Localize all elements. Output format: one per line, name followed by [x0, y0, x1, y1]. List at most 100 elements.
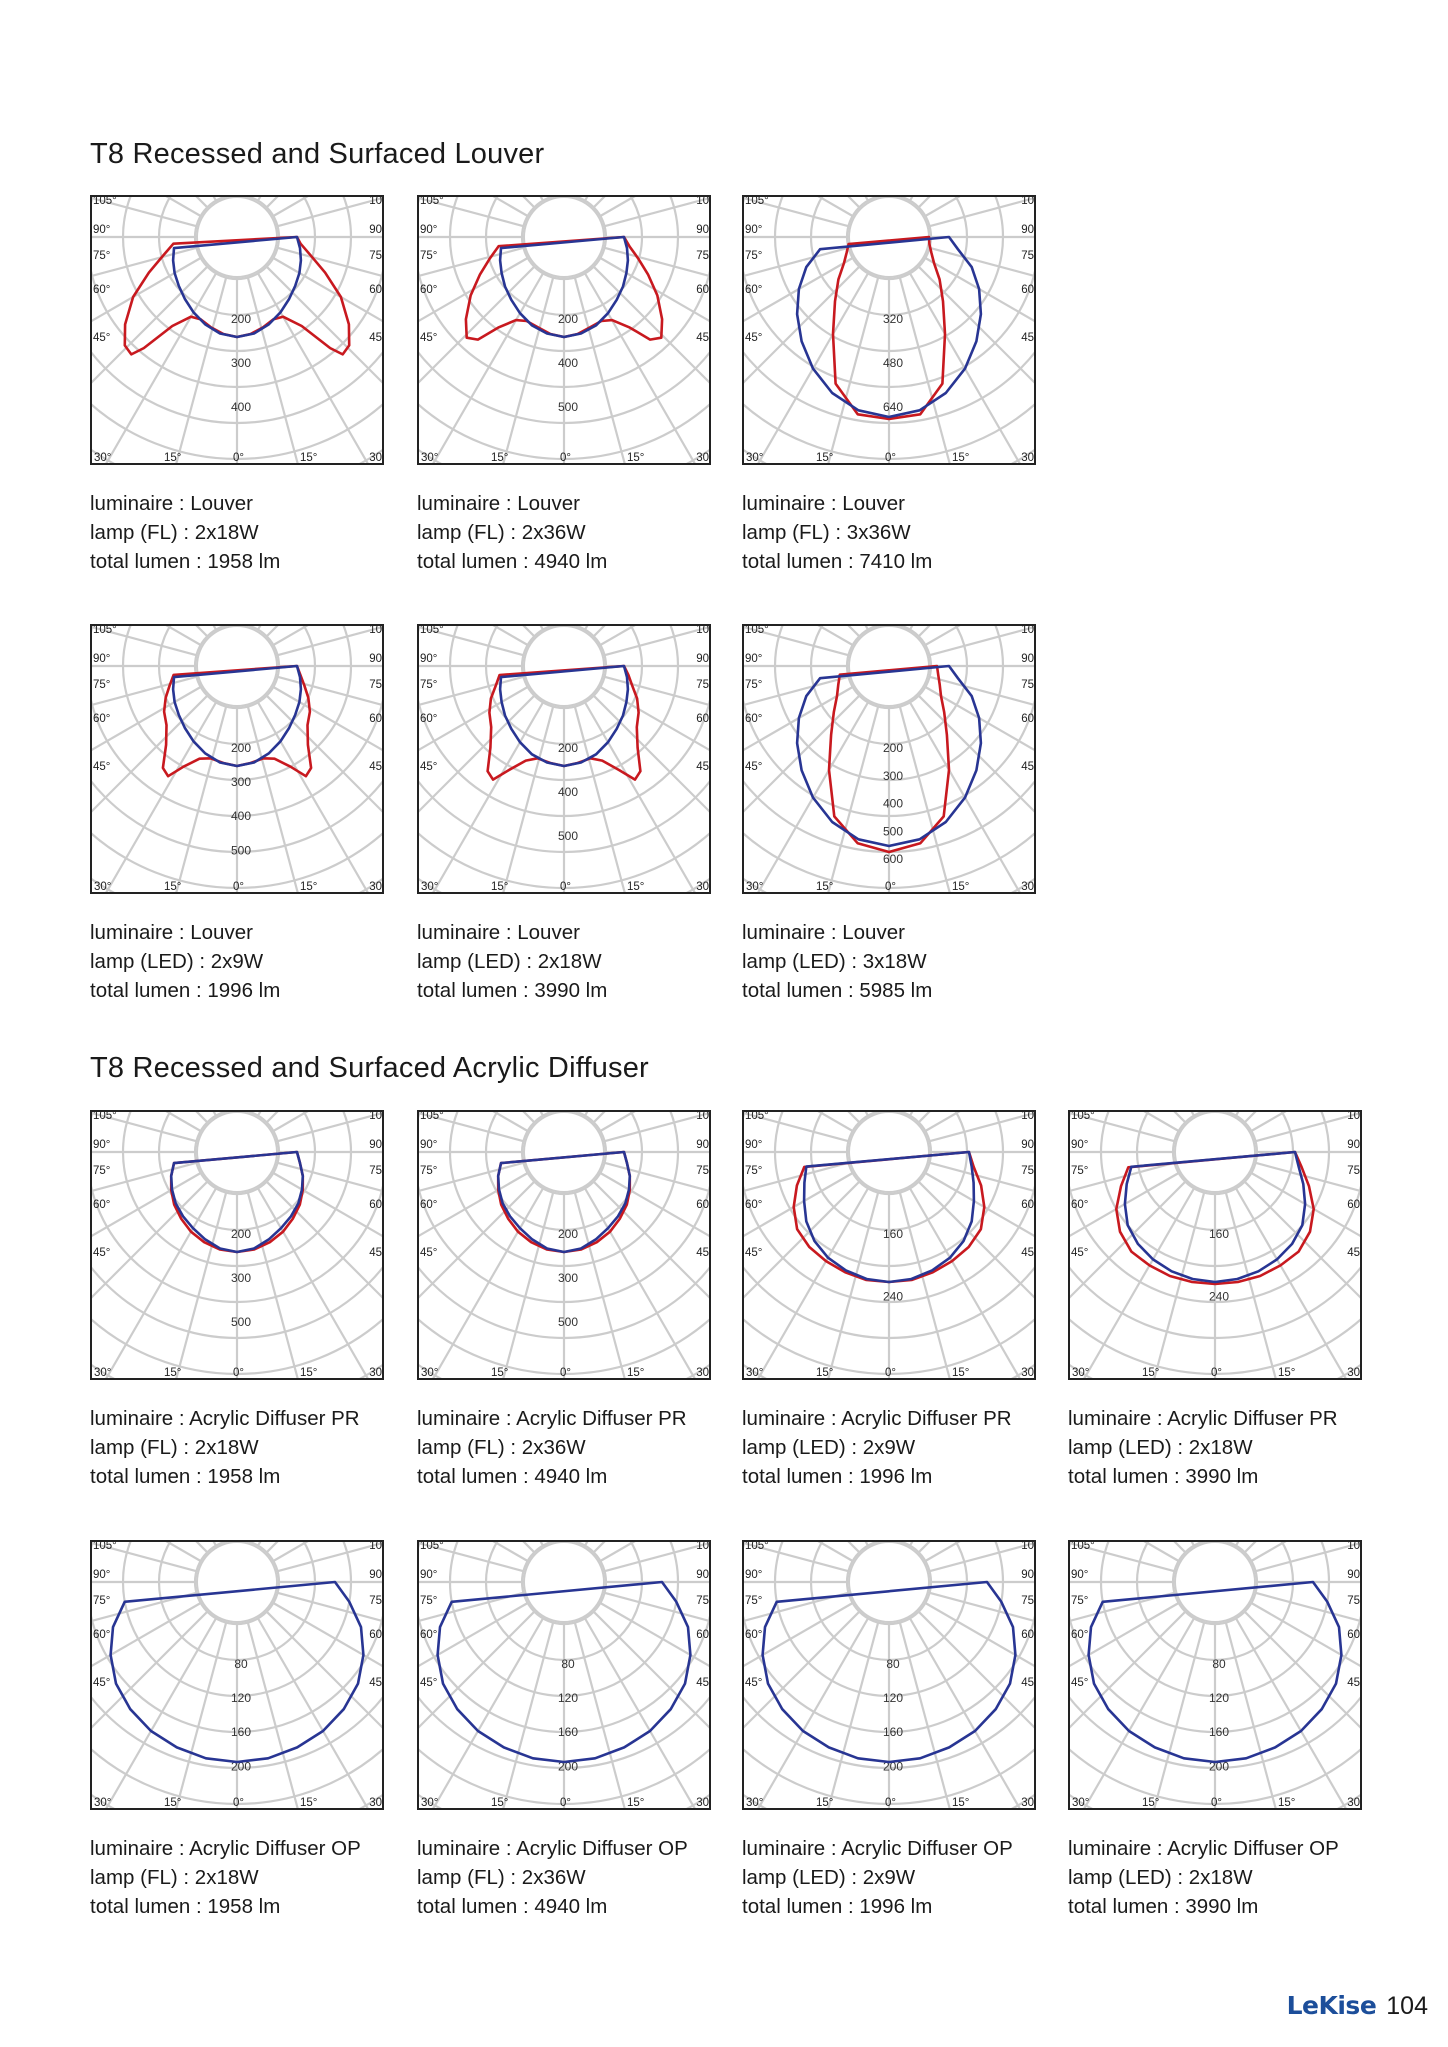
angle-label: 60 [369, 284, 382, 296]
angle-label: 60 [369, 1199, 382, 1211]
polar-grid: 160 240 [742, 1110, 1036, 1380]
angle-label: 10 [1347, 1110, 1360, 1122]
angle-label: 0° [560, 1797, 571, 1809]
ring-value-label: 400 [558, 356, 578, 370]
angle-label: 30° [94, 452, 111, 464]
angle-label: 75 [369, 1595, 382, 1607]
angle-label: 30 [369, 1797, 382, 1809]
angle-label: 45 [696, 1677, 709, 1689]
luminous-intensity-curve [795, 664, 983, 848]
angle-label: 60 [1021, 1199, 1034, 1211]
angle-label: 105° [745, 624, 769, 636]
polar-chart: 200 400 500 105° 90° 75° 60° 45° 10 90 75 60 45 30° 15… [417, 195, 711, 465]
angle-label: 30° [421, 1367, 438, 1379]
spec-caption: luminaire : Acrylic Diffuser PR lamp (FL)… [90, 1404, 390, 1491]
lamp-spec: lamp (LED) : 2x9W [90, 950, 264, 973]
luminaire-spec: luminaire : Louver [417, 921, 580, 944]
section-title-acrylic-diffuser: T8 Recessed and Surfaced Acrylic Diffuse… [90, 1052, 649, 1084]
angle-label: 30 [1347, 1367, 1360, 1379]
ring-value-label: 160 [231, 1725, 251, 1739]
angle-label: 90° [420, 224, 437, 236]
angle-label: 15° [491, 452, 508, 464]
luminous-intensity-curve [802, 1150, 976, 1284]
photometric-card: 200 300 500 105° 90° 75° 60° 45° 10 90 75 60 45 30° 15… [417, 1110, 717, 1491]
luminous-intensity-curve [109, 1580, 365, 1764]
angle-label: 10 [1021, 1540, 1034, 1552]
angle-label: 90 [1347, 1139, 1360, 1151]
ring-value-label: 400 [231, 400, 251, 414]
section-title-louver: T8 Recessed and Surfaced Louver [90, 138, 545, 170]
ring-value-label: 200 [558, 312, 578, 326]
polar-chart: 320 480 640 105° 90° 75° 60° 45° 10 90 75 60 45 30° 15… [742, 195, 1036, 465]
luminaire-spec: luminaire : Louver [742, 921, 905, 944]
ring-value-label: 200 [231, 312, 251, 326]
polar-grid: 200 300 400 [90, 195, 384, 465]
angle-label: 15° [491, 1367, 508, 1379]
angle-label: 30° [421, 881, 438, 893]
angle-label: 60° [745, 713, 762, 725]
angle-label: 30° [746, 1797, 763, 1809]
angle-label: 30° [1072, 1367, 1089, 1379]
total-lumen-spec: total lumen : 1958 lm [90, 1465, 281, 1488]
angle-label: 75° [745, 250, 762, 262]
angle-label: 75° [1071, 1595, 1088, 1607]
ring-value-label: 200 [231, 741, 251, 755]
angle-label: 45 [1021, 1247, 1034, 1259]
photometric-card: 80 120 160 200 105° 90° 75° 60° 45° 10 90 75 60 45 30°… [1068, 1540, 1368, 1921]
ring-value-label: 300 [883, 769, 903, 783]
total-lumen-spec: total lumen : 1996 lm [742, 1465, 933, 1488]
angle-label: 105° [420, 624, 444, 636]
ring-value-label: 80 [234, 1657, 248, 1671]
angle-label: 75° [745, 1595, 762, 1607]
angle-label: 15° [952, 1367, 969, 1379]
angle-label: 10 [696, 1540, 709, 1552]
total-lumen-spec: total lumen : 3990 lm [417, 979, 608, 1002]
total-lumen-spec: total lumen : 1958 lm [90, 1895, 281, 1918]
luminaire-spec: luminaire : Louver [417, 492, 580, 515]
angle-label: 75 [696, 1165, 709, 1177]
angle-label: 105° [93, 624, 117, 636]
ring-value-label: 120 [883, 1691, 903, 1705]
angle-label: 45 [1021, 1677, 1034, 1689]
ring-value-label: 200 [558, 741, 578, 755]
photometric-card: 320 480 640 105° 90° 75° 60° 45° 10 90 75 60 45 30° 15… [742, 195, 1042, 576]
angle-label: 90 [1021, 1139, 1034, 1151]
angle-label: 15° [164, 452, 181, 464]
ring-value-label: 500 [231, 843, 251, 857]
spec-caption: luminaire : Acrylic Diffuser OP lamp (LED… [1068, 1834, 1368, 1921]
angle-label: 45 [369, 1677, 382, 1689]
angle-label: 105° [93, 1110, 117, 1122]
angle-label: 90° [420, 1569, 437, 1581]
angle-label: 75 [1347, 1595, 1360, 1607]
luminaire-spec: luminaire : Acrylic Diffuser PR [742, 1407, 1012, 1430]
angle-label: 90° [745, 1139, 762, 1151]
angle-label: 45° [1071, 1677, 1088, 1689]
angle-label: 60° [93, 1199, 110, 1211]
polar-grid: 200 300 500 [417, 1110, 711, 1380]
angle-label: 15° [1142, 1797, 1159, 1809]
angle-label: 105° [420, 195, 444, 207]
angle-label: 0° [233, 881, 244, 893]
ring-value-label: 640 [883, 400, 903, 414]
luminous-intensity-curve [498, 664, 630, 768]
total-lumen-spec: total lumen : 1996 lm [742, 1895, 933, 1918]
angle-label: 15° [1278, 1367, 1295, 1379]
spec-caption: luminaire : Louver lamp (FL) : 2x36W total… [417, 489, 717, 576]
total-lumen-spec: total lumen : 3990 lm [1068, 1895, 1259, 1918]
angle-label: 75 [1021, 1595, 1034, 1607]
photometric-card: 80 120 160 200 105° 90° 75° 60° 45° 10 90 75 60 45 30°… [90, 1540, 390, 1921]
polar-grid: 160 240 [1068, 1110, 1362, 1380]
angle-label: 75 [1021, 1165, 1034, 1177]
spec-caption: luminaire : Acrylic Diffuser OP lamp (FL)… [90, 1834, 390, 1921]
angle-label: 75 [696, 1595, 709, 1607]
polar-grid: 200 300 400 500 600 [742, 624, 1036, 894]
angle-label: 30° [421, 1797, 438, 1809]
angle-label: 45 [1021, 761, 1034, 773]
polar-grid: 320 480 640 [742, 195, 1036, 465]
angle-label: 60° [93, 1629, 110, 1641]
angle-label: 15° [1278, 1797, 1295, 1809]
ring-value-label: 400 [231, 809, 251, 823]
angle-label: 0° [560, 452, 571, 464]
angle-label: 15° [627, 452, 644, 464]
